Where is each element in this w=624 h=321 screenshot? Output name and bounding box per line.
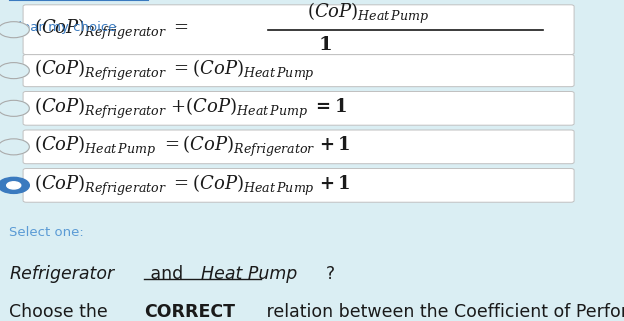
Text: Clear my choice: Clear my choice xyxy=(9,21,117,34)
FancyBboxPatch shape xyxy=(23,55,574,87)
FancyBboxPatch shape xyxy=(23,130,574,164)
FancyBboxPatch shape xyxy=(23,5,574,55)
Circle shape xyxy=(0,22,29,38)
Circle shape xyxy=(7,182,21,189)
FancyBboxPatch shape xyxy=(23,169,574,202)
Text: $(CoP)_{\mathit{Refrigerator}}\ =$: $(CoP)_{\mathit{Refrigerator}}\ =$ xyxy=(34,17,189,42)
Text: Refrigerator: Refrigerator xyxy=(9,265,114,283)
Circle shape xyxy=(0,100,29,117)
Text: relation between the Coefficient of Performance (: relation between the Coefficient of Perf… xyxy=(261,303,624,321)
Circle shape xyxy=(0,177,29,193)
Text: $\mathbf{1}$: $\mathbf{1}$ xyxy=(318,35,331,54)
Text: and: and xyxy=(145,265,188,283)
Text: Heat Pump: Heat Pump xyxy=(202,265,298,283)
Text: CORRECT: CORRECT xyxy=(144,303,235,321)
Circle shape xyxy=(0,139,29,155)
Text: $(CoP)_{\mathit{Refrigerator}}$ $= (CoP)_{\mathit{Heat\,Pump}}$: $(CoP)_{\mathit{Refrigerator}}$ $= (CoP)… xyxy=(34,58,315,83)
Text: $(CoP)_{\mathit{Refrigerator}}$ $+ (CoP)_{\mathit{Heat\,Pump}}$ $\mathbf{= 1}$: $(CoP)_{\mathit{Refrigerator}}$ $+ (CoP)… xyxy=(34,96,348,121)
Text: $(CoP)_{\mathit{Heat\,Pump}}$: $(CoP)_{\mathit{Heat\,Pump}}$ xyxy=(307,1,429,26)
Text: $(CoP)_{\mathit{Heat\,Pump}}$ $= (CoP)_{\mathit{Refrigerator}}$ $\mathbf{+\,1}$: $(CoP)_{\mathit{Heat\,Pump}}$ $= (CoP)_{… xyxy=(34,134,350,160)
Text: ?: ? xyxy=(326,265,334,283)
Circle shape xyxy=(0,63,29,79)
Text: Select one:: Select one: xyxy=(9,226,84,239)
FancyBboxPatch shape xyxy=(23,91,574,125)
Text: Choose the: Choose the xyxy=(9,303,114,321)
Text: $(CoP)_{\mathit{Refrigerator}}$ $= (CoP)_{\mathit{Heat\,Pump}}$ $\mathbf{+\,1}$: $(CoP)_{\mathit{Refrigerator}}$ $= (CoP)… xyxy=(34,173,350,198)
